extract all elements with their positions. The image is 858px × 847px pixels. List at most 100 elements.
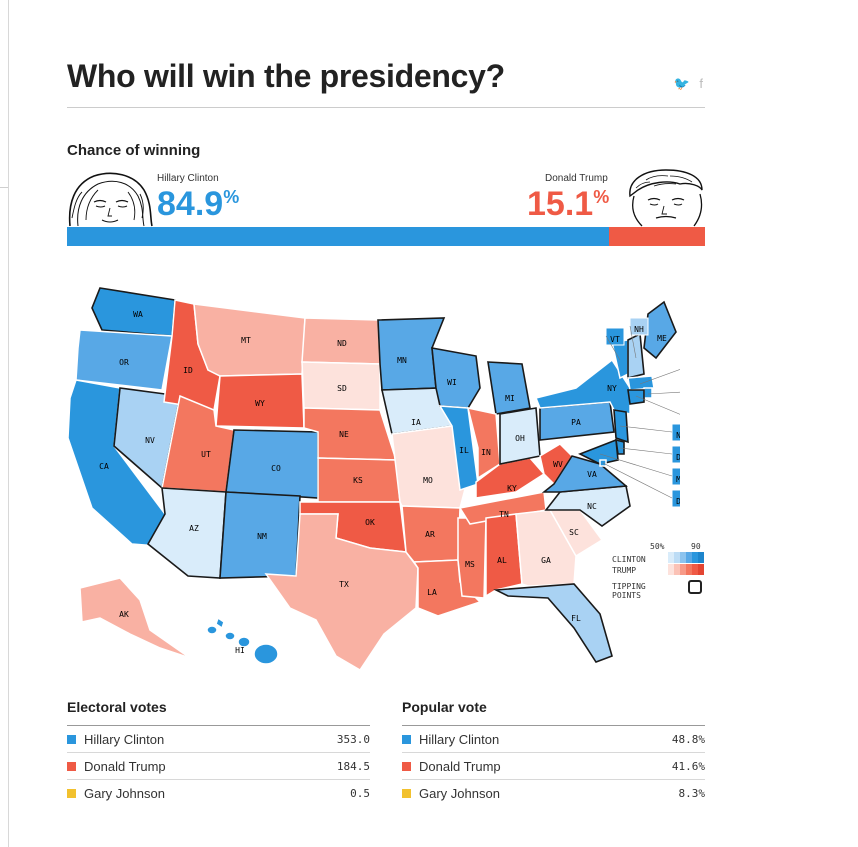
state-label-wy: WY xyxy=(255,399,265,408)
state-label-mt: MT xyxy=(241,336,251,345)
state-box-de[interactable] xyxy=(671,445,680,464)
popular-vote-heading: Popular vote xyxy=(402,699,487,715)
electoral-votes-heading: Electoral votes xyxy=(67,699,167,715)
chance-bar xyxy=(67,227,705,246)
table-row: Donald Trump 41.6% xyxy=(402,752,705,779)
state-label-il: IL xyxy=(459,446,469,455)
legend-low: 50% xyxy=(650,542,665,551)
state-label-mn: MN xyxy=(397,356,407,365)
state-ct[interactable] xyxy=(627,389,645,405)
state-fl[interactable] xyxy=(493,583,613,663)
state-label-tx: TX xyxy=(339,580,349,589)
state-in[interactable] xyxy=(466,407,501,480)
state-al[interactable] xyxy=(485,513,523,598)
state-label-ny: NY xyxy=(607,384,617,393)
page-left-tick xyxy=(0,187,8,188)
state-leader-line xyxy=(619,447,673,455)
legend-scale xyxy=(668,552,704,575)
popular-vote-table: Popular vote Hillary Clinton 48.8% Donal… xyxy=(402,699,705,806)
popular-value: 48.8% xyxy=(671,732,705,746)
state-hi[interactable] xyxy=(215,616,225,630)
state-label-me: ME xyxy=(657,334,667,343)
state-label-nj: NJ xyxy=(676,431,680,440)
state-label-tn: TN xyxy=(499,510,509,519)
table-row: Gary Johnson 0.5 xyxy=(67,779,370,806)
state-il[interactable] xyxy=(438,405,479,492)
state-tx[interactable] xyxy=(264,513,419,672)
state-ak[interactable] xyxy=(79,577,191,659)
state-label-nc: NC xyxy=(587,502,597,511)
state-oh[interactable] xyxy=(499,407,541,465)
state-me[interactable] xyxy=(643,300,677,360)
state-ri[interactable] xyxy=(643,387,653,399)
clinton-chance-value: 84.9% xyxy=(157,185,240,223)
state-leader-line xyxy=(602,462,673,499)
electoral-value: 353.0 xyxy=(336,732,370,746)
state-nh[interactable] xyxy=(627,332,645,380)
state-label-dc: DC xyxy=(676,497,680,506)
state-label-ak: AK xyxy=(119,610,129,619)
trump-chance-bar xyxy=(608,227,705,246)
state-leader-line xyxy=(619,425,673,433)
state-label-wa: WA xyxy=(133,310,143,319)
state-label-wv: WV xyxy=(553,460,563,469)
state-label-nm: NM xyxy=(257,532,267,541)
state-leader-line xyxy=(605,335,621,361)
swatch xyxy=(402,734,411,744)
state-md[interactable] xyxy=(578,438,619,465)
swatch xyxy=(67,761,76,771)
state-ma[interactable] xyxy=(627,375,655,391)
state-leader-line xyxy=(647,391,680,395)
state-label-ky: KY xyxy=(507,484,517,493)
state-ms[interactable] xyxy=(457,517,487,599)
state-label-hi: HI xyxy=(235,646,245,655)
state-label-ks: KS xyxy=(353,476,363,485)
state-label-fl: FL xyxy=(571,614,581,623)
chance-heading: Chance of winning xyxy=(67,142,201,159)
legend-tipping-label: TIPPING POINTS xyxy=(612,582,646,600)
state-or[interactable] xyxy=(75,329,173,391)
state-label-in: IN xyxy=(481,448,491,457)
hawaii-island xyxy=(224,631,236,641)
twitter-icon[interactable]: 🐦 xyxy=(673,76,690,91)
swatch xyxy=(67,734,76,744)
table-row: Donald Trump 184.5 xyxy=(67,752,370,779)
candidate-name: Hillary Clinton xyxy=(84,731,165,747)
state-ny[interactable] xyxy=(534,358,631,415)
state-label-sc: SC xyxy=(569,528,579,537)
state-label-sd: SD xyxy=(337,384,347,393)
state-box-md[interactable] xyxy=(671,467,680,486)
candidate-name: Hillary Clinton xyxy=(419,731,500,747)
state-label-mi: MI xyxy=(505,394,515,403)
state-label-oh: OH xyxy=(515,434,525,443)
candidate-name: Gary Johnson xyxy=(419,785,500,801)
swatch xyxy=(402,788,411,798)
state-leader-line xyxy=(639,369,680,385)
trump-chance-value: 15.1% xyxy=(527,185,610,223)
trump-chance-label: Donald Trump xyxy=(545,173,608,184)
state-box-nj[interactable] xyxy=(671,423,680,442)
state-box-dc[interactable] xyxy=(671,489,680,508)
facebook-icon[interactable]: f xyxy=(699,76,703,91)
state-label-al: AL xyxy=(497,556,507,565)
swatch xyxy=(67,788,76,798)
state-leader-line xyxy=(635,395,680,415)
state-label-ia: IA xyxy=(411,418,421,427)
page-left-border xyxy=(8,0,9,847)
popular-value: 8.3% xyxy=(678,786,706,800)
hawaii-island xyxy=(237,636,251,648)
state-az[interactable] xyxy=(146,487,227,579)
popular-value: 41.6% xyxy=(671,759,705,773)
state-label-ut: UT xyxy=(201,450,211,459)
page-title: Who will win the presidency? xyxy=(67,58,505,94)
state-label-ms: MS xyxy=(465,560,475,569)
state-label-de: DE xyxy=(676,453,680,462)
us-electoral-map: WA OR CA NV ID MT WY UT AZ CO NM ND SD NE KS OK TX MN IA MO… xyxy=(67,287,680,672)
state-ne[interactable] xyxy=(303,407,398,461)
trump-portrait xyxy=(629,169,703,227)
state-label-or: OR xyxy=(119,358,129,367)
state-leader-line xyxy=(629,325,637,359)
state-label-wi: WI xyxy=(447,378,457,387)
state-mi[interactable] xyxy=(487,361,531,415)
clinton-portrait xyxy=(68,172,153,227)
